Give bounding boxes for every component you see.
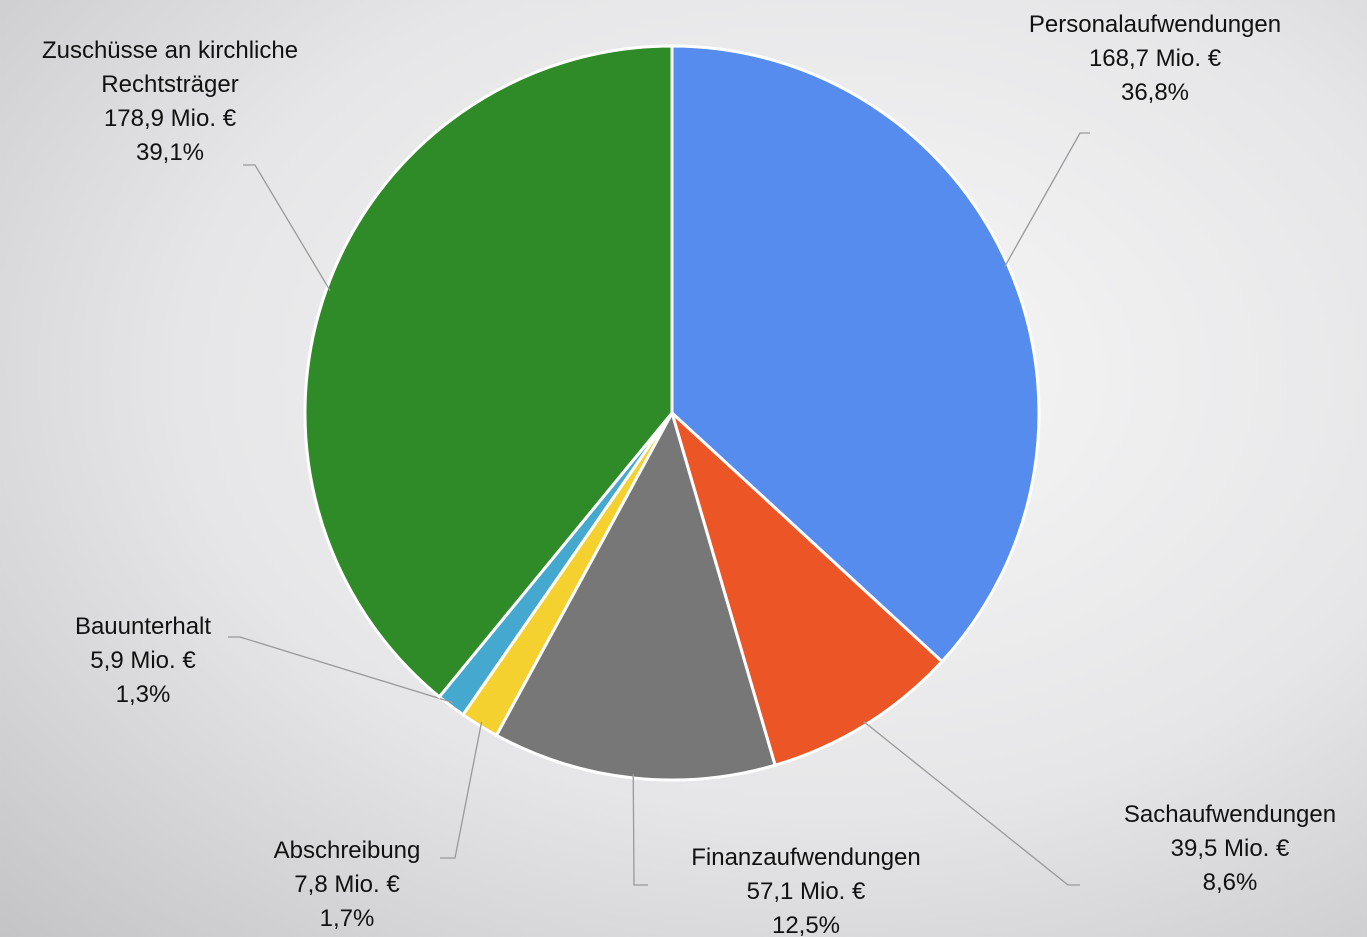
- pie-slice: [670, 44, 1041, 664]
- percentage-label: 1,3%: [115, 681, 171, 708]
- percentage-label: 12,5%: [771, 912, 841, 937]
- leader-line: [440, 721, 483, 859]
- leader-line: [632, 773, 648, 886]
- percentage-label: 1,7%: [319, 905, 375, 932]
- percentage-label: 8,6%: [1202, 869, 1258, 896]
- slice-label: Finanzaufwendungen 57,1 Mio. € 12,5%: [646, 841, 966, 937]
- value-label: 168,7 Mio. €: [1088, 45, 1222, 72]
- leader-line: [863, 720, 1080, 886]
- value-label: 178,9 Mio. €: [103, 105, 237, 132]
- category-label: Bauunterhalt: [74, 613, 212, 640]
- slice-label: Abschreibung 7,8 Mio. € 1,7%: [237, 834, 457, 936]
- leader-line: [228, 636, 454, 704]
- value-label: 7,8 Mio. €: [294, 871, 400, 898]
- slice-label: Bauunterhalt 5,9 Mio. € 1,3%: [43, 610, 243, 712]
- category-label: Personalaufwendungen: [1028, 11, 1282, 38]
- slice-label: Zuschüsse an kirchliche Rechtsträger 178,…: [5, 34, 335, 170]
- category-label: Sachaufwendungen: [1123, 801, 1337, 828]
- category-label: Abschreibung: [273, 837, 421, 864]
- leader-line: [243, 164, 331, 292]
- category-label: Zuschüsse an kirchliche Rechtsträger: [41, 37, 299, 98]
- slice-label: Personalaufwendungen 168,7 Mio. € 36,8%: [975, 8, 1335, 110]
- value-label: 57,1 Mio. €: [746, 878, 866, 905]
- leader-line: [1003, 132, 1090, 268]
- slice-label: Sachaufwendungen 39,5 Mio. € 8,6%: [1080, 798, 1367, 900]
- percentage-label: 36,8%: [1120, 79, 1190, 106]
- value-label: 5,9 Mio. €: [90, 647, 196, 674]
- pie-slice: [303, 44, 674, 699]
- pie-slice: [669, 408, 945, 768]
- percentage-label: 39,1%: [135, 139, 205, 166]
- category-label: Finanzaufwendungen: [691, 844, 921, 871]
- value-label: 39,5 Mio. €: [1170, 835, 1290, 862]
